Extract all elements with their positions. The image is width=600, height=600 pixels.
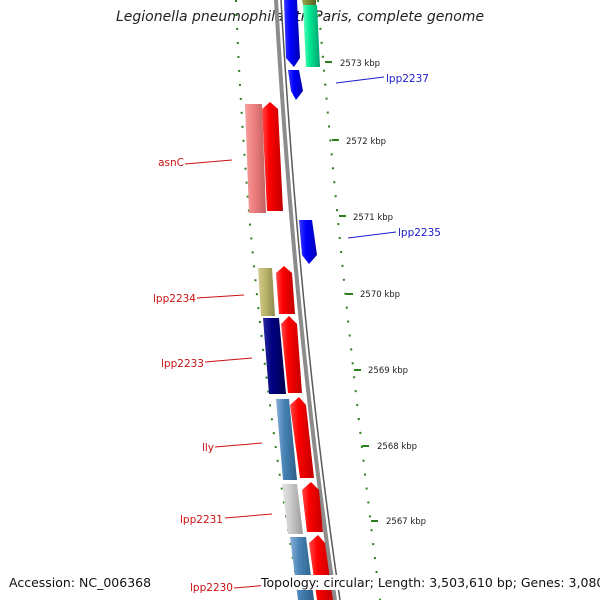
gene-lpp2231-cog	[282, 484, 303, 534]
label-leader-line	[347, 231, 397, 239]
map-title: Legionella pneumophila str. Paris, compl…	[115, 9, 485, 25]
gene-asnC-cog	[245, 104, 266, 213]
gene-label: lpp2234	[153, 293, 196, 305]
label-leader-line	[184, 159, 233, 165]
scale-tick-label: 2568 kbp	[377, 442, 417, 452]
gene-label: asnC	[158, 157, 184, 169]
gene-asnC	[262, 102, 283, 211]
scale-tick-label: 2571 kbp	[353, 213, 393, 223]
scale-tick-label: 2572 kbp	[346, 137, 386, 147]
forward-strand-genes	[284, 0, 320, 264]
gene-teal-top	[303, 5, 320, 67]
genome-backbone	[274, 0, 341, 600]
gene-label: lpp2235	[398, 227, 441, 239]
gene-lpp2235	[299, 220, 317, 264]
kbp-scale: 2573 kbp 2572 kbp 2571 kbp 2570 kbp 2569 kbp…	[325, 59, 426, 527]
gene-lly	[290, 397, 314, 478]
gene-label: lpp2233	[161, 358, 204, 370]
gene-lpp2233	[281, 316, 302, 393]
gene-labels: lpp2237 lpp2235 asnC lpp2234 lpp2233 lly lpp22…	[153, 73, 441, 594]
gene-lpp2231	[302, 482, 323, 532]
gene-label: lpp2230	[190, 582, 233, 594]
scale-tick-label: 2567 kbp	[386, 517, 426, 527]
label-leader-line	[335, 76, 385, 84]
scale-tick-label: 2570 kbp	[360, 290, 400, 300]
gene-blue-top	[284, 0, 300, 67]
topology-text: Topology: circular; Length: 3,503,610 bp…	[261, 575, 600, 590]
gene-lpp2237	[288, 70, 303, 100]
gene-lpp2233-cog	[263, 318, 286, 394]
scale-tick-label: 2569 kbp	[368, 366, 408, 376]
gene-label: lpp2231	[180, 514, 223, 526]
gene-lpp2234-cog	[258, 268, 275, 316]
label-leader-line	[224, 513, 273, 519]
accession-text: Accession: NC_006368	[9, 575, 152, 590]
outer-dotted-ring	[317, 0, 381, 600]
gene-label: lpp2237	[386, 73, 429, 85]
gene-olive-top	[302, 0, 316, 5]
label-leader-line	[214, 442, 263, 448]
gene-label: lly	[202, 442, 214, 454]
label-leader-line	[204, 357, 253, 363]
scale-tick-label: 2573 kbp	[340, 59, 380, 69]
gene-lly-cog	[276, 399, 297, 480]
label-leader-line	[196, 294, 245, 299]
gene-lpp2234	[276, 266, 295, 314]
